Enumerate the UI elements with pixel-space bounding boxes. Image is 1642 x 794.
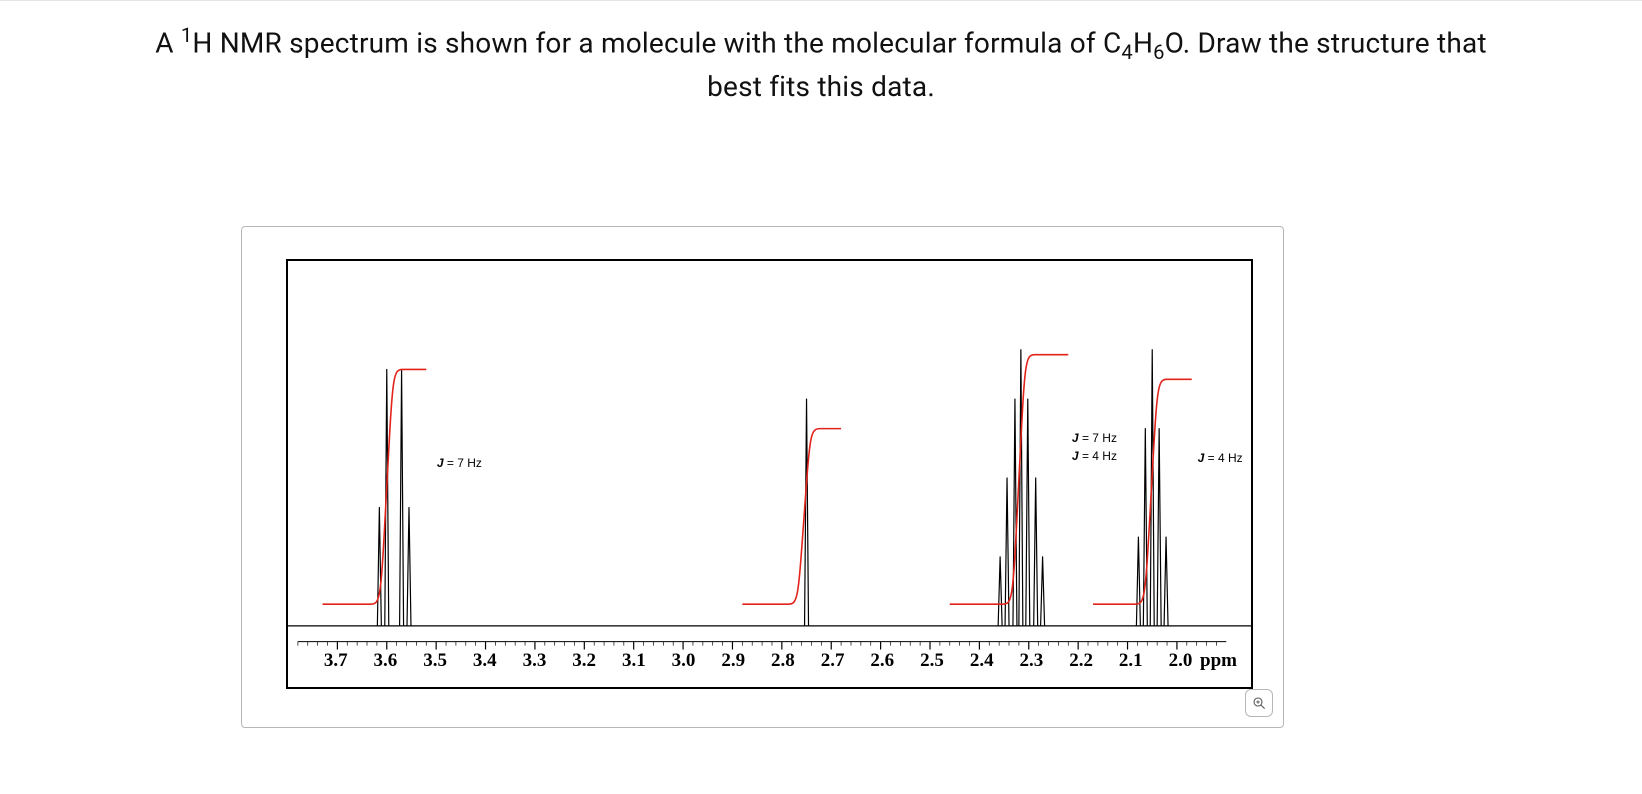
axis-tick-label: 3.4	[473, 650, 497, 672]
question-container: A 1H NMR spectrum is shown for a molecul…	[0, 0, 1642, 108]
axis-tick-label: 2.4	[970, 650, 994, 672]
axis-tick-label: 3.6	[374, 650, 398, 672]
axis-tick-label: 2.8	[771, 650, 795, 672]
axis-tick-label: 2.1	[1119, 650, 1143, 672]
axis-unit: ppm	[1200, 650, 1237, 672]
coupling-constant-label: J = 7 Hz	[437, 456, 482, 470]
subscript-6: 6	[1153, 40, 1165, 64]
zoom-button[interactable]	[1245, 689, 1273, 717]
axis-tick-label: 2.6	[870, 650, 894, 672]
text-h: H	[1133, 26, 1153, 59]
spectrum-svg	[288, 261, 1251, 687]
axis-tick-label: 2.0	[1169, 650, 1193, 672]
coupling-constant-label: J = 7 Hz	[1072, 431, 1117, 445]
spectrum-plot-area: J = 7 Hz J = 7 Hz J = 4 Hz J = 4 Hz	[286, 259, 1253, 689]
text-o: O. Draw the structure that	[1165, 26, 1487, 59]
axis-tick-label: 2.9	[721, 650, 745, 672]
axis-tick-label: 3.1	[622, 650, 646, 672]
axis-tick-label: 2.7	[821, 650, 845, 672]
text-mid: H NMR spectrum is shown for a molecule w…	[192, 26, 1121, 59]
axis-tick-label: 3.7	[324, 650, 348, 672]
coupling-constant-label: J = 4 Hz	[1198, 451, 1243, 465]
question-text: A 1H NMR spectrum is shown for a molecul…	[36, 21, 1606, 108]
coupling-constant-label: J = 4 Hz	[1072, 449, 1117, 463]
spectrum-panel: J = 7 Hz J = 7 Hz J = 4 Hz J = 4 Hz 3.7 3.6 3…	[241, 226, 1284, 728]
axis-tick-label: 3.3	[523, 650, 547, 672]
axis-tick-label: 3.2	[572, 650, 596, 672]
axis-tick-label: 3.0	[672, 650, 696, 672]
axis-tick-label: 2.2	[1069, 650, 1093, 672]
text-line2: best fits this data.	[707, 70, 935, 103]
zoom-in-icon	[1251, 695, 1267, 711]
superscript-1: 1	[181, 23, 193, 47]
axis-tick-label: 2.3	[1020, 650, 1044, 672]
subscript-4: 4	[1121, 40, 1133, 64]
axis-tick-label: 2.5	[920, 650, 944, 672]
axis-tick-label: 3.5	[423, 650, 447, 672]
text-prefix: A	[155, 26, 181, 59]
